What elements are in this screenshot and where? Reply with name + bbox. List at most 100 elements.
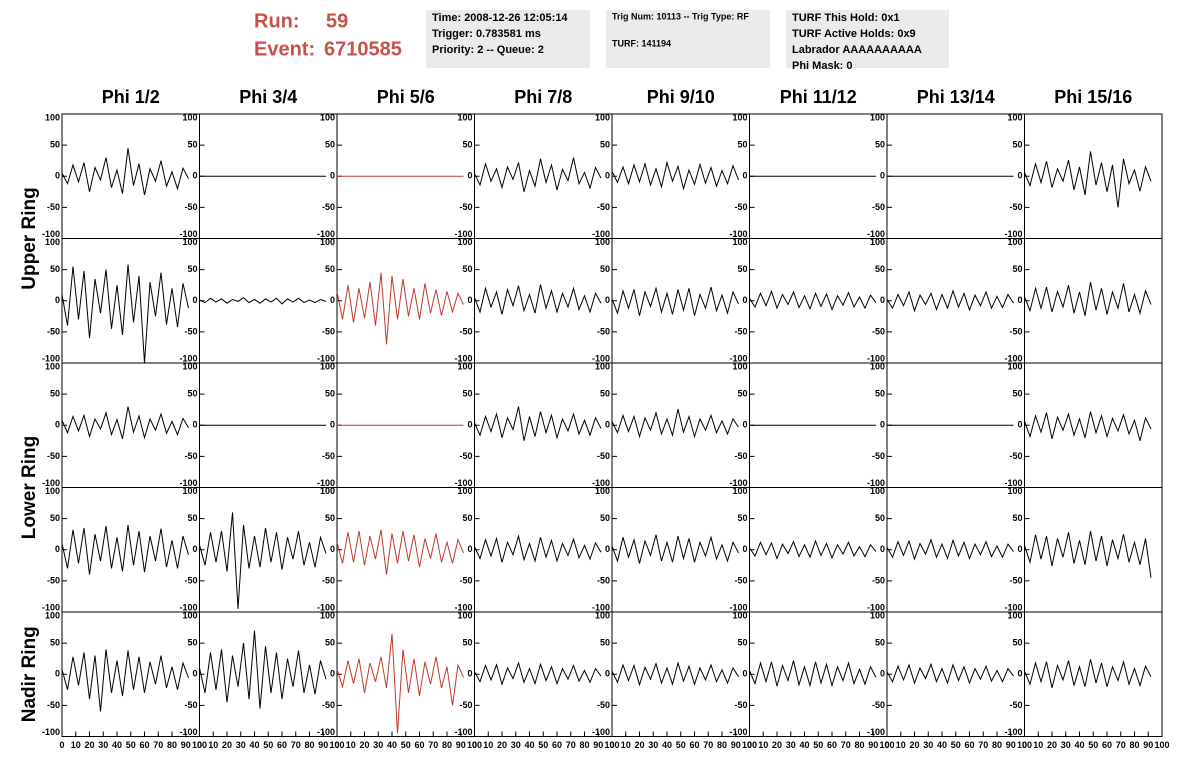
waveform xyxy=(1024,411,1152,441)
waveform xyxy=(61,148,189,196)
y-tick-label: -100 xyxy=(179,229,197,239)
y-tick-label: -100 xyxy=(1004,602,1022,612)
panel-frame xyxy=(611,611,750,737)
y-tick-label: 50 xyxy=(50,513,60,523)
panel-frame xyxy=(474,487,613,613)
x-tick-label: 60 xyxy=(827,740,837,750)
y-tick-label: 0 xyxy=(742,544,747,554)
x-tick-label: 30 xyxy=(373,740,383,750)
x-tick-label: 0 xyxy=(609,740,614,750)
y-tick-label: 50 xyxy=(600,638,610,648)
column-header: Phi 11/12 xyxy=(780,87,857,107)
y-tick-label: -100 xyxy=(179,727,197,737)
y-tick-label: -50 xyxy=(734,700,747,710)
waveform xyxy=(611,160,739,191)
y-tick-label: 0 xyxy=(880,171,885,181)
y-tick-label: 100 xyxy=(595,237,610,247)
x-tick-label: 60 xyxy=(1102,740,1112,750)
x-tick-label: 10 xyxy=(346,740,356,750)
x-tick-label: 40 xyxy=(799,740,809,750)
x-tick-label: 0 xyxy=(747,740,752,750)
y-tick-label: 100 xyxy=(182,486,197,496)
y-tick-label: 0 xyxy=(467,544,472,554)
y-tick-label: 0 xyxy=(605,171,610,181)
waveform xyxy=(474,534,602,563)
x-tick-label: 50 xyxy=(1088,740,1098,750)
x-tick-label: 70 xyxy=(291,740,301,750)
y-tick-label: 100 xyxy=(457,361,472,371)
y-tick-label: -50 xyxy=(47,700,60,710)
y-tick-label: -100 xyxy=(867,602,885,612)
y-tick-label: -50 xyxy=(184,326,197,336)
x-tick-label: 30 xyxy=(236,740,246,750)
y-tick-label: -50 xyxy=(459,700,472,710)
y-tick-label: 100 xyxy=(1007,361,1022,371)
y-tick-label: -50 xyxy=(597,700,610,710)
panel-frame xyxy=(611,362,750,488)
y-tick-label: -100 xyxy=(729,478,747,488)
y-tick-label: 0 xyxy=(55,420,60,430)
y-tick-label: 0 xyxy=(1017,544,1022,554)
y-tick-label: -100 xyxy=(729,727,747,737)
x-tick-label: 70 xyxy=(841,740,851,750)
waveform xyxy=(1024,531,1152,578)
y-tick-label: -50 xyxy=(872,202,885,212)
y-tick-label: 100 xyxy=(320,486,335,496)
y-tick-label: 50 xyxy=(875,638,885,648)
y-tick-label: 50 xyxy=(462,389,472,399)
x-tick-label: 90 xyxy=(318,740,328,750)
y-tick-label: 50 xyxy=(737,513,747,523)
y-tick-label: 100 xyxy=(595,112,610,122)
y-tick-label: 100 xyxy=(182,237,197,247)
x-tick-label: 40 xyxy=(387,740,397,750)
x-tick-label: 0 xyxy=(59,740,64,750)
waveform xyxy=(61,649,189,712)
y-tick-label: -50 xyxy=(1009,700,1022,710)
y-tick-label: 50 xyxy=(1012,638,1022,648)
y-tick-label: -100 xyxy=(1004,478,1022,488)
y-tick-label: 50 xyxy=(187,140,197,150)
y-tick-label: -50 xyxy=(322,700,335,710)
y-tick-label: -50 xyxy=(184,700,197,710)
x-tick-label: 10 xyxy=(71,740,81,750)
y-tick-label: -100 xyxy=(592,727,610,737)
y-tick-label: 50 xyxy=(737,389,747,399)
panel-frame xyxy=(474,611,613,737)
y-tick-label: 50 xyxy=(1012,264,1022,274)
y-tick-label: 0 xyxy=(1017,295,1022,305)
y-tick-label: 100 xyxy=(870,237,885,247)
y-tick-label: 50 xyxy=(875,140,885,150)
panel-frame xyxy=(474,238,613,364)
y-tick-label: 100 xyxy=(595,361,610,371)
info-text: Trigger: 0.783581 ms xyxy=(432,28,541,40)
info-text: Trig Num: 10113 -- Trig Type: RF xyxy=(612,11,749,21)
event-label: Event: xyxy=(254,38,315,60)
x-tick-label: 20 xyxy=(359,740,369,750)
y-tick-label: -100 xyxy=(729,229,747,239)
y-tick-label: 0 xyxy=(605,544,610,554)
y-tick-label: -50 xyxy=(597,575,610,585)
y-tick-label: -100 xyxy=(592,353,610,363)
y-tick-label: 100 xyxy=(732,361,747,371)
panel-frame xyxy=(1024,238,1163,364)
row-label: Nadir Ring xyxy=(19,626,40,722)
waveform xyxy=(474,157,602,192)
waveform xyxy=(474,661,602,686)
y-tick-label: -50 xyxy=(184,451,197,461)
run-number: 59 xyxy=(326,10,348,32)
y-tick-label: 0 xyxy=(1017,420,1022,430)
y-tick-label: -50 xyxy=(322,326,335,336)
y-tick-label: 0 xyxy=(880,669,885,679)
x-tick-label: 90 xyxy=(181,740,191,750)
y-tick-label: 50 xyxy=(325,513,335,523)
y-tick-label: -50 xyxy=(322,575,335,585)
waveform xyxy=(336,633,464,734)
y-tick-label: -50 xyxy=(872,700,885,710)
y-tick-label: 0 xyxy=(330,669,335,679)
waveform xyxy=(886,538,1014,561)
waveform xyxy=(611,408,739,439)
y-tick-label: -100 xyxy=(317,353,335,363)
y-tick-label: 100 xyxy=(320,610,335,620)
x-tick-label: 100 xyxy=(742,740,757,750)
